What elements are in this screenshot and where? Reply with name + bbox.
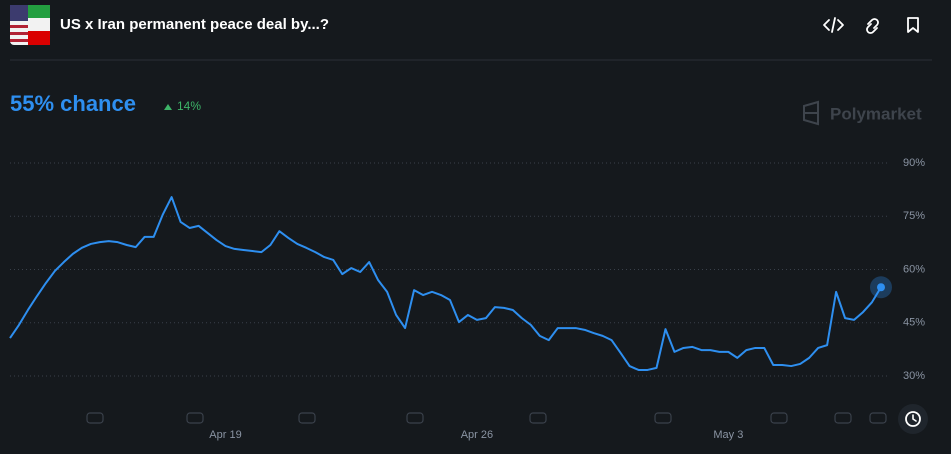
x-tick-label: May 3 [713,429,743,441]
y-tick-label: 75% [903,210,925,222]
range-marker [86,412,104,424]
range-marker [298,412,316,424]
y-tick-label: 45% [903,317,925,329]
range-marker [869,412,887,424]
watermark-text: Polymarket [830,104,922,123]
range-marker [770,412,788,424]
range-markers [86,412,887,424]
change-label: 14% [177,99,201,113]
embed-button[interactable] [823,17,844,33]
time-icon-hands[interactable] [912,414,917,422]
change-arrow [164,104,172,110]
flag-ir-red [28,31,50,45]
price-line [9,196,882,371]
headline: 55% chance [10,91,136,116]
range-marker [406,412,424,424]
watermark: Polymarket [803,100,922,126]
time-button[interactable] [898,404,928,434]
time-icon[interactable] [905,411,921,427]
bookmark-button[interactable] [907,17,919,33]
link-button[interactable] [866,18,879,34]
flag-ir-green [28,5,50,18]
x-tick-label: Apr 26 [461,429,493,441]
market-title: US x Iran permanent peace deal by...? [60,16,329,33]
range-marker [186,412,204,424]
flag-us-stripe [10,25,28,28]
flag-us-stripe [10,39,28,42]
range-marker [529,412,547,424]
y-tick-label: 60% [903,263,925,275]
y-tick-label: 30% [903,370,925,382]
watermark-logo [803,100,819,126]
flag-us-stripe [10,32,28,35]
range-marker [654,412,672,424]
market-image [10,5,50,45]
x-tick-label: Apr 19 [209,429,241,441]
y-tick-label: 90% [903,157,925,169]
range-marker [834,412,852,424]
flag-us [10,5,28,21]
end-point [877,283,885,292]
